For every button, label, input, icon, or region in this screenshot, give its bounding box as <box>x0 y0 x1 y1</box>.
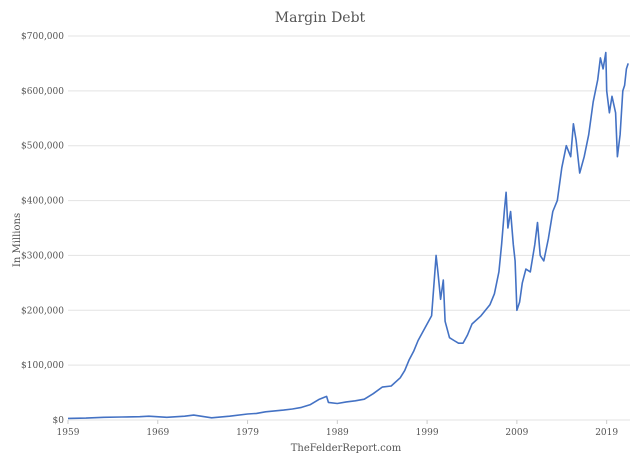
gridlines <box>68 35 630 421</box>
x-tick-label: 2009 <box>505 428 528 438</box>
y-axis-label: In Millions <box>12 213 23 267</box>
y-tick-label: $400,000 <box>21 197 64 207</box>
y-tick-label: $300,000 <box>21 251 64 261</box>
y-tick-label: $600,000 <box>21 87 64 97</box>
x-tick-label: 1999 <box>416 428 439 438</box>
y-tick-label: $200,000 <box>21 306 64 316</box>
x-tick-label: 1959 <box>57 428 80 438</box>
chart-title: Margin Debt <box>275 10 366 26</box>
y-axis-ticks: $0 $100,000 $200,000 $300,000 $400,000 $500,0… <box>21 32 64 426</box>
x-tick-label: 2019 <box>595 428 618 438</box>
x-axis-ticks: 1959 1969 1979 1989 1999 2009 2019 <box>57 420 618 438</box>
x-tick-label: 1979 <box>236 428 259 438</box>
x-tick-label: 1969 <box>146 428 169 438</box>
x-tick-label: 1989 <box>326 428 349 438</box>
y-tick-label: $100,000 <box>21 361 64 371</box>
y-tick-label: $0 <box>53 416 65 426</box>
y-tick-label: $700,000 <box>21 32 64 42</box>
y-tick-label: $500,000 <box>21 142 64 152</box>
margin-debt-series-line <box>67 51 629 420</box>
source-label: TheFelderReport.com <box>291 443 402 454</box>
